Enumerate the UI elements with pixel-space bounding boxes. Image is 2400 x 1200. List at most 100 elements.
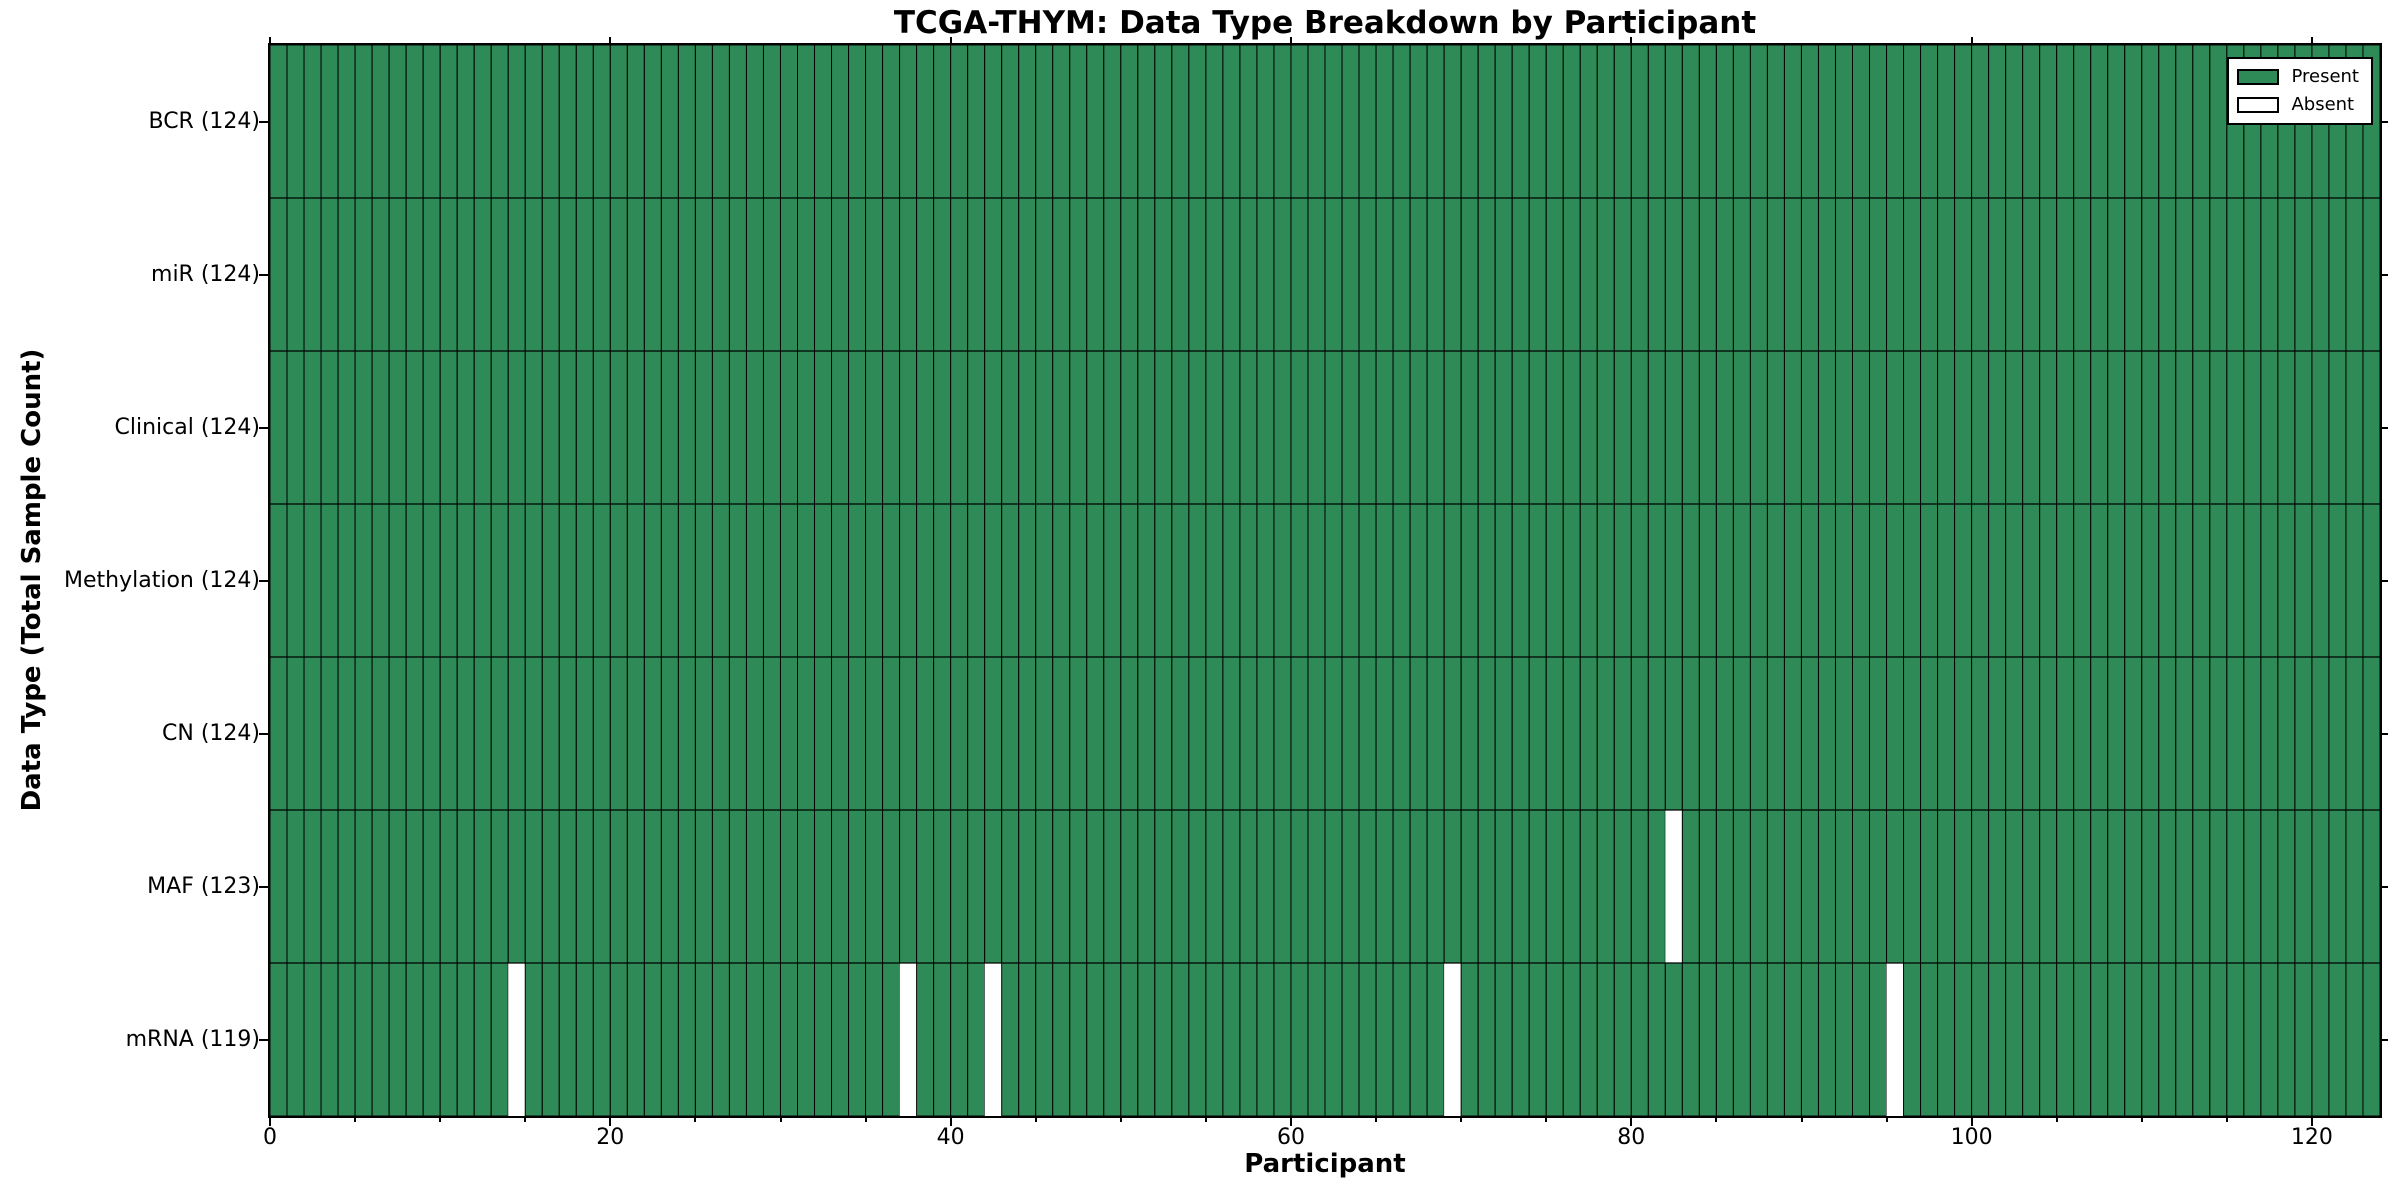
cell-present: [1103, 503, 1122, 658]
cell-absent: [1444, 963, 1462, 1116]
cell-present: [1052, 656, 1071, 811]
cell-present: [1324, 45, 1343, 199]
cell-present: [1035, 45, 1054, 199]
cell-present: [303, 809, 322, 964]
cell-present: [643, 809, 662, 964]
cell-present: [609, 45, 628, 199]
cell-present: [1409, 350, 1428, 505]
cell-present: [967, 45, 986, 199]
cell-present: [848, 350, 867, 505]
cell-present: [2277, 809, 2296, 964]
cell-present: [1290, 656, 1309, 811]
cell-present: [388, 45, 407, 199]
cell-present: [1001, 350, 1020, 505]
cell-present: [899, 45, 918, 199]
cell-present: [882, 656, 901, 811]
cell-present: [1307, 197, 1326, 352]
cell-present: [2056, 809, 2075, 964]
cell-present: [2056, 350, 2075, 505]
cell-present: [1988, 45, 2007, 199]
cell-present: [2039, 809, 2058, 964]
cell-present: [933, 350, 952, 505]
cell-present: [609, 962, 628, 1116]
cell-present: [831, 809, 850, 964]
cell-present: [1971, 503, 1990, 658]
cell-present: [899, 197, 918, 352]
cell-present: [1869, 45, 1888, 199]
cell-present: [2175, 809, 2194, 964]
cell-present: [762, 503, 781, 658]
cell-present: [2090, 809, 2109, 964]
cell-present: [524, 197, 543, 352]
cell-present: [1086, 962, 1105, 1116]
cell-present: [388, 656, 407, 811]
cell-present: [2124, 962, 2143, 1116]
cell-present: [1120, 962, 1139, 1116]
cell-present: [1375, 656, 1394, 811]
cell-present: [422, 656, 441, 811]
cell-present: [1783, 503, 1802, 658]
cell-present: [2226, 503, 2245, 658]
cell-present: [1630, 503, 1649, 658]
cell-present: [1715, 809, 1734, 964]
cell-present: [2209, 503, 2228, 658]
cell-absent: [508, 963, 526, 1116]
cell-present: [1732, 656, 1751, 811]
cell-present: [1545, 350, 1564, 505]
cell-present: [2328, 350, 2347, 505]
cell-present: [2158, 962, 2177, 1116]
cell-present: [456, 350, 475, 505]
cell-present: [1886, 503, 1905, 658]
cell-present: [2192, 45, 2211, 199]
cell-present: [660, 656, 679, 811]
cell-present: [1954, 809, 1973, 964]
x-top-tick-mark: [1290, 37, 1292, 43]
cell-present: [2056, 197, 2075, 352]
cell-present: [779, 350, 798, 505]
x-minor-tick-mark: [1034, 1118, 1037, 1122]
cell-present: [1018, 809, 1037, 964]
cell-present: [2141, 656, 2160, 811]
cell-present: [848, 45, 867, 199]
cell-present: [1103, 656, 1122, 811]
cell-present: [1460, 962, 1479, 1116]
cell-present: [575, 350, 594, 505]
cell-present: [2005, 962, 2024, 1116]
cell-present: [984, 503, 1003, 658]
cell-present: [1290, 962, 1309, 1116]
cell-present: [524, 503, 543, 658]
cell-present: [2073, 503, 2092, 658]
cell-present: [1869, 656, 1888, 811]
cell-present: [1494, 503, 1513, 658]
cell-present: [1817, 962, 1836, 1116]
cell-present: [1409, 809, 1428, 964]
cell-present: [2362, 656, 2380, 811]
cell-present: [1528, 503, 1547, 658]
cell-present: [660, 809, 679, 964]
cell-present: [371, 809, 390, 964]
x-minor-tick-mark: [694, 1118, 697, 1122]
cell-present: [1069, 962, 1088, 1116]
cell-present: [1103, 809, 1122, 964]
x-tick-mark: [609, 1118, 612, 1126]
cell-present: [745, 962, 764, 1116]
cell-present: [831, 45, 850, 199]
cell-present: [1783, 197, 1802, 352]
cell-absent: [984, 963, 1002, 1116]
cell-present: [2328, 656, 2347, 811]
cell-present: [814, 503, 833, 658]
cell-present: [1477, 962, 1496, 1116]
cell-present: [1205, 350, 1224, 505]
cell-present: [592, 809, 611, 964]
cell-present: [2039, 197, 2058, 352]
cell-present: [1630, 197, 1649, 352]
cell-present: [2328, 962, 2347, 1116]
cell-present: [1052, 503, 1071, 658]
cell-present: [1341, 45, 1360, 199]
cell-present: [728, 350, 747, 505]
cell-present: [1528, 350, 1547, 505]
cell-present: [2362, 503, 2380, 658]
cell-present: [1273, 503, 1292, 658]
cell-present: [286, 962, 305, 1116]
cell-present: [1749, 503, 1768, 658]
